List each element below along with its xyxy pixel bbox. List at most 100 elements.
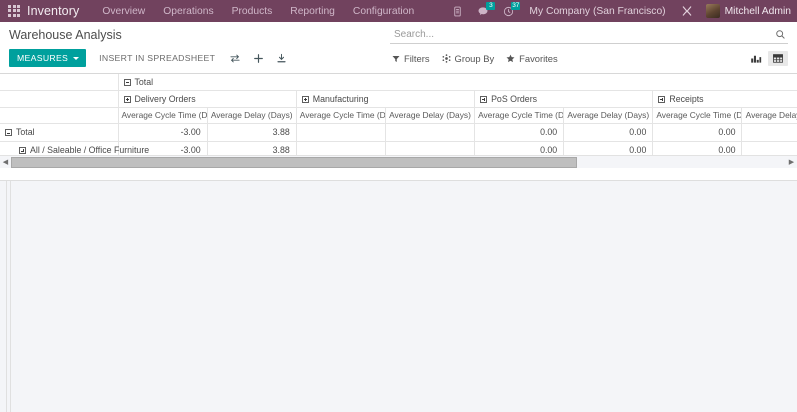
table-row: Total -3.00 3.88 0.00 0.00 0.00 0.00 (0, 123, 797, 142)
star-icon (506, 54, 515, 63)
pivot-table: Total Delivery Orders Manufacturing PoS … (0, 74, 797, 160)
cell-value[interactable]: 0.00 (474, 123, 565, 142)
control-panel-left: Warehouse Analysis MEASURES INSERT IN SP… (0, 22, 390, 73)
table-row: All / Saleable / Office Furniture -3.00 … (0, 141, 797, 160)
pivot-total-header-label: Total (134, 76, 154, 87)
phone-icon[interactable] (445, 0, 470, 22)
column-group-label: PoS Orders (491, 93, 538, 104)
chevron-down-icon (73, 56, 80, 60)
page-background (0, 180, 797, 412)
nav-item-reporting[interactable]: Reporting (290, 5, 335, 17)
search-icon[interactable] (775, 29, 786, 40)
control-panel: Warehouse Analysis MEASURES INSERT IN SP… (0, 22, 797, 74)
search-input[interactable] (392, 29, 775, 40)
row-header-office-furniture[interactable]: All / Saleable / Office Furniture (0, 141, 149, 160)
activities-badge: 37 (511, 2, 521, 10)
scroll-left-arrow[interactable]: ◀ (2, 159, 9, 166)
cell-value[interactable] (296, 123, 386, 142)
measure-header-delay[interactable]: Average Delay (Days) (741, 107, 797, 124)
vertical-scrollbar[interactable] (6, 181, 11, 412)
expand-all-icon[interactable] (247, 51, 270, 66)
column-group-label: Delivery Orders (134, 93, 196, 104)
cell-value[interactable] (296, 141, 386, 160)
row-header-label: All / Saleable / Office Furniture (30, 145, 150, 155)
column-group-delivery-orders[interactable]: Delivery Orders (118, 90, 297, 108)
cell-value[interactable]: 0.00 (563, 141, 654, 160)
scrollbar-thumb[interactable] (11, 156, 577, 168)
search-bar[interactable] (390, 27, 788, 44)
cell-value[interactable] (385, 123, 476, 142)
avatar (705, 4, 720, 18)
pivot-header-measures-row: Average Cycle Time (Days) Average Delay … (0, 107, 797, 124)
cell-value[interactable]: 3.88 (207, 123, 297, 142)
collapse-icon (123, 78, 131, 86)
favorites-button-label: Favorites (519, 53, 558, 64)
company-selector[interactable]: My Company (San Francisco) (529, 5, 666, 17)
measure-header-delay[interactable]: Average Delay (Days) (207, 107, 297, 124)
flip-axis-icon[interactable] (223, 51, 247, 66)
expand-icon (301, 95, 309, 103)
nav-item-products[interactable]: Products (231, 5, 273, 17)
measure-header-delay[interactable]: Average Delay (Days) (563, 107, 654, 124)
expand-icon (658, 95, 666, 103)
graph-view-button[interactable] (746, 51, 766, 66)
cell-value[interactable]: 0.00 (652, 123, 743, 142)
pivot-header-groups-row: Delivery Orders Manufacturing PoS Orders… (0, 90, 797, 108)
nav-item-operations[interactable]: Operations (163, 5, 214, 17)
pivot-total-header[interactable]: Total (118, 74, 797, 91)
column-group-manufacturing[interactable]: Manufacturing (296, 90, 476, 108)
messages-badge: 3 (486, 2, 496, 10)
user-menu[interactable]: Mitchell Admin (700, 4, 791, 18)
pivot-thead: Total Delivery Orders Manufacturing PoS … (0, 74, 797, 124)
column-group-label: Manufacturing (312, 93, 369, 104)
cell-value[interactable]: 0.00 (741, 123, 797, 142)
cell-value[interactable]: 0.00 (741, 141, 797, 160)
cell-value[interactable]: -3.00 (118, 141, 208, 160)
group-by-button[interactable]: Group By (440, 52, 505, 65)
navbar-right-group: 3 37 My Company (San Francisco) Mitchell… (445, 0, 791, 22)
pivot-corner-cell-3 (0, 107, 119, 124)
nav-item-configuration[interactable]: Configuration (352, 5, 415, 17)
cell-value[interactable]: 0.00 (563, 123, 654, 142)
collapse-icon (5, 129, 12, 136)
group-by-button-label: Group By (454, 53, 495, 64)
download-xlsx-icon[interactable] (270, 51, 293, 66)
pivot-corner-cell (0, 74, 119, 91)
expand-icon (123, 95, 131, 103)
cell-value[interactable]: 0.00 (474, 141, 565, 160)
column-group-pos-orders[interactable]: PoS Orders (474, 90, 654, 108)
measure-header-cycle-time[interactable]: Average Cycle Time (Days) (474, 107, 565, 124)
filters-button[interactable]: Filters (390, 52, 440, 65)
measure-header-delay[interactable]: Average Delay (Days) (385, 107, 476, 124)
top-navbar: Inventory Overview Operations Products R… (0, 0, 797, 22)
pivot-table-area: Total Delivery Orders Manufacturing PoS … (0, 74, 797, 168)
row-header-total[interactable]: Total (0, 123, 119, 142)
nav-item-overview[interactable]: Overview (102, 5, 146, 17)
cell-value[interactable]: -3.00 (118, 123, 208, 142)
column-group-receipts[interactable]: Receipts (652, 90, 797, 108)
measure-header-cycle-time[interactable]: Average Cycle Time (Days) (652, 107, 743, 124)
measures-button[interactable]: MEASURES (9, 49, 87, 67)
measure-header-cycle-time[interactable]: Average Cycle Time (Days) (118, 107, 208, 124)
apps-grid-icon[interactable] (8, 4, 21, 18)
activities-icon[interactable]: 37 (496, 0, 521, 22)
control-panel-right: Filters Group By (390, 22, 797, 71)
horizontal-scrollbar[interactable]: ◀ ▶ (0, 155, 797, 168)
pivot-view-button[interactable] (768, 51, 788, 66)
wrench-icon[interactable] (674, 0, 700, 22)
app-brand-inventory[interactable]: Inventory (27, 4, 80, 18)
filter-row: Filters Group By (390, 51, 788, 71)
scrollbar-track[interactable] (11, 156, 786, 169)
insert-in-spreadsheet-button[interactable]: INSERT IN SPREADSHEET (91, 49, 223, 67)
expand-icon (19, 147, 26, 154)
cell-value[interactable] (385, 141, 476, 160)
cell-value[interactable]: 0.00 (652, 141, 743, 160)
pivot-toolbar: MEASURES INSERT IN SPREADSHEET (9, 49, 390, 73)
messages-icon[interactable]: 3 (470, 0, 496, 22)
expand-icon (480, 95, 488, 103)
filters-button-label: Filters (404, 53, 430, 64)
favorites-button[interactable]: Favorites (504, 52, 568, 65)
measure-header-cycle-time[interactable]: Average Cycle Time (Days) (296, 107, 386, 124)
page-title: Warehouse Analysis (9, 28, 122, 42)
scroll-right-arrow[interactable]: ▶ (788, 159, 795, 166)
